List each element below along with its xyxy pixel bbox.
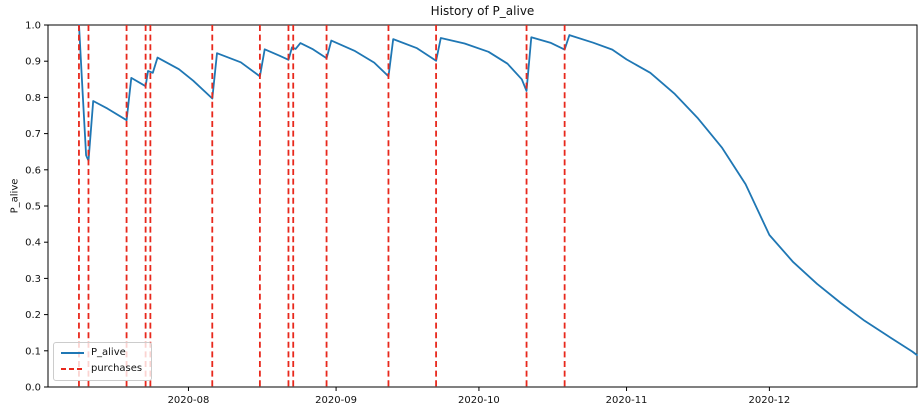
y-tick-label: 0.4	[25, 238, 41, 249]
y-tick-label: 0.7	[25, 129, 41, 140]
p-alive-polyline	[78, 24, 918, 357]
y-tick-label: 0.5	[25, 202, 41, 213]
y-tick-label: 0.2	[25, 310, 41, 321]
axes-spines	[47, 24, 918, 388]
p-alive-line	[78, 24, 918, 357]
purchase-vlines	[78, 25, 566, 387]
x-tick-label: 2020-12	[748, 395, 790, 406]
legend: P_alive purchases	[53, 342, 152, 381]
x-tick-label: 2020-10	[458, 395, 500, 406]
y-tick-label: 0.8	[25, 93, 41, 104]
legend-item-purchases: purchases	[61, 363, 144, 375]
x-tick-label: 2020-08	[168, 395, 210, 406]
y-tick-label: 0.6	[25, 165, 41, 176]
legend-item-p-alive: P_alive	[61, 347, 144, 359]
y-tick-label: 0.1	[25, 346, 41, 357]
y-tick-label: 0.0	[25, 383, 41, 394]
legend-dashed-line-icon	[61, 368, 84, 370]
y-axis-label: P_alive	[9, 178, 21, 214]
plot-border	[47, 24, 918, 388]
y-tick-label: 0.3	[25, 274, 41, 285]
y-tick-label: 0.9	[25, 57, 41, 68]
legend-label-purchases: purchases	[91, 363, 143, 374]
legend-solid-line-icon	[61, 352, 84, 354]
legend-label-p-alive: P_alive	[91, 347, 126, 358]
chart-title: History of P_alive	[430, 4, 535, 18]
x-tick-label: 2020-11	[606, 395, 648, 406]
axis-ticks	[44, 24, 770, 391]
x-tick-label: 2020-09	[315, 395, 357, 406]
axis-tick-labels: 0.0 0.1 0.2 0.3 0.4 0.5 0.6 0.7 0.8 0.9 1.0 2020-08…	[25, 21, 790, 407]
y-tick-label: 1.0	[25, 21, 41, 32]
